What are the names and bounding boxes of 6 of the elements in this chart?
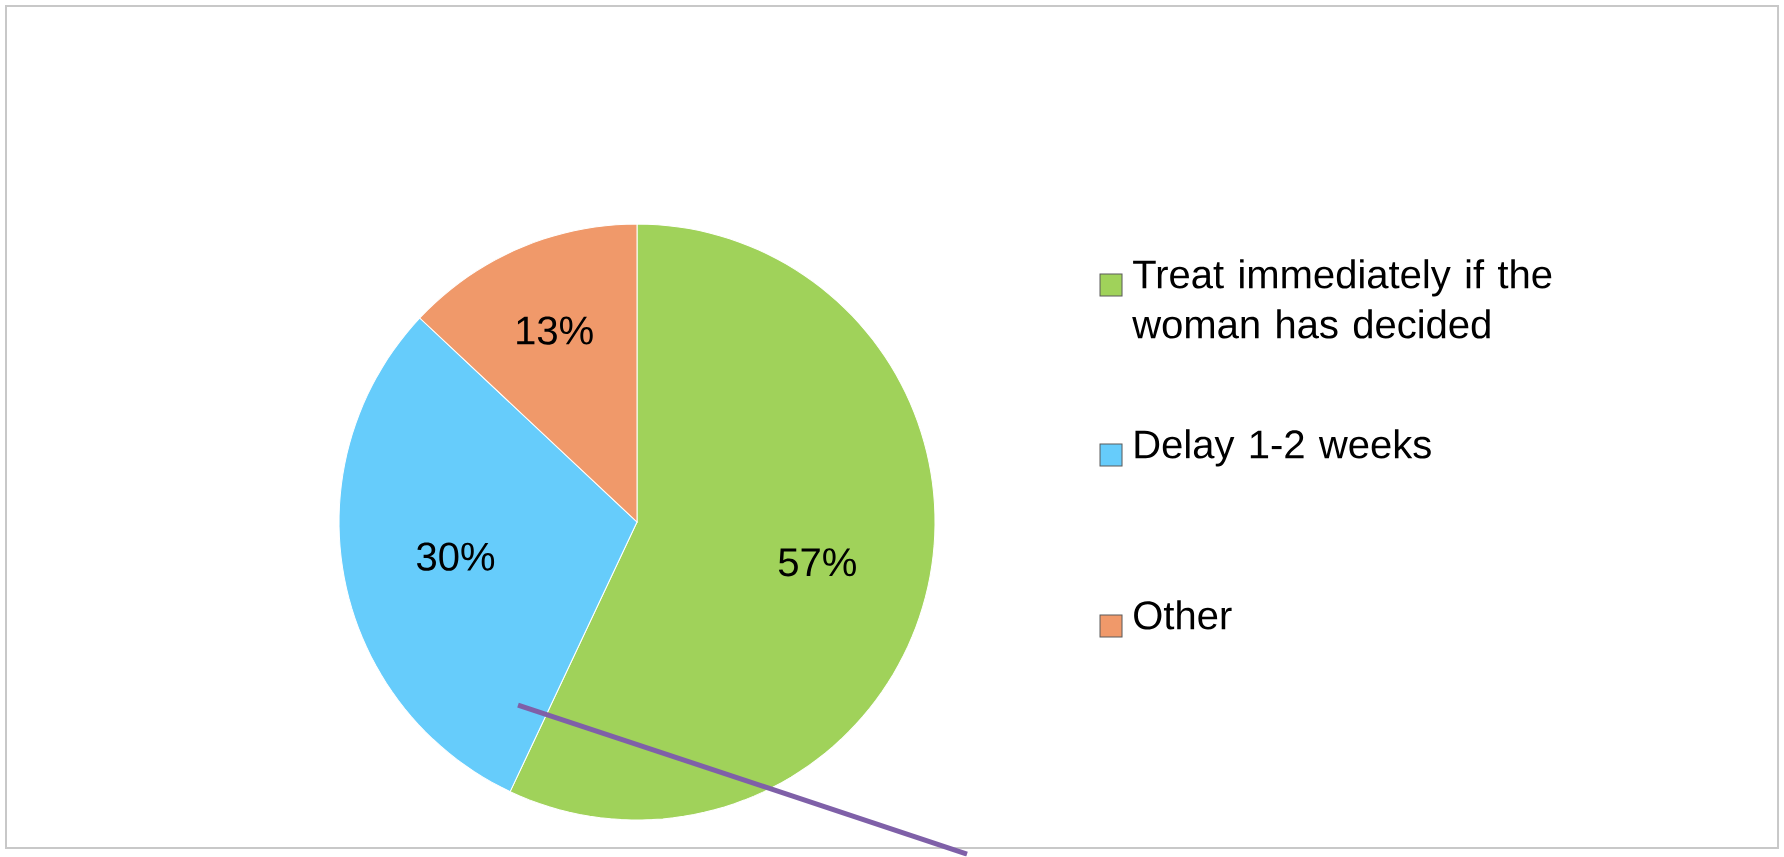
legend-label: Other [1134, 600, 1232, 630]
legend-label: Treat immediately if the woman has decided [1132, 259, 1552, 339]
legend-label: Delay 1-2 weeks [1135, 429, 1431, 467]
data-label: 57% [778, 548, 856, 577]
data-label: 30% [417, 542, 495, 572]
data-label: 13% [517, 316, 593, 345]
